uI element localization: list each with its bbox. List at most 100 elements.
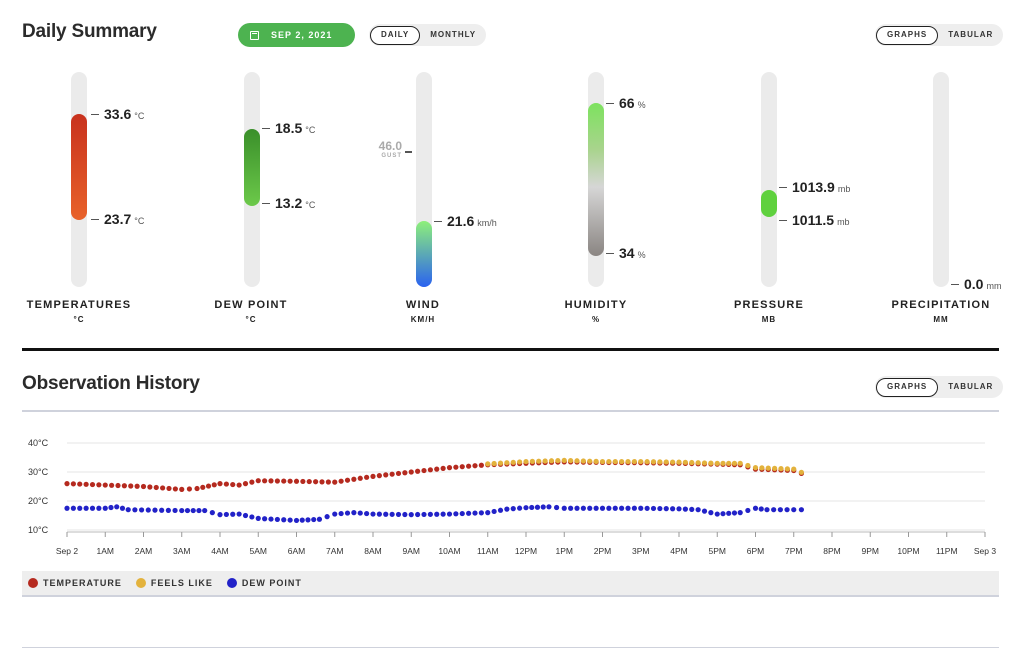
dew-point-point	[255, 515, 261, 522]
wind-gust: 46.0 GUST	[378, 139, 402, 159]
temperature-point	[293, 478, 300, 484]
temperature-point	[179, 486, 185, 492]
x-tick-label: 3PM	[632, 546, 649, 556]
dew-point-point	[771, 507, 777, 513]
legend-dew-point[interactable]: DEW POINT	[226, 578, 302, 588]
pressure-label: PRESSURE	[733, 299, 805, 311]
feels-like-point	[504, 460, 510, 466]
temperature-high: 33.6 °C	[91, 106, 144, 122]
temperature-label: TEMPERATURES	[26, 299, 132, 311]
dew-point-point	[293, 517, 300, 524]
chart-legend: TEMPERATURE FEELS LIKE DEW POINT	[22, 571, 999, 595]
dew-point-point	[316, 516, 323, 522]
feels-like-point	[631, 458, 637, 465]
humidity-high: 66%	[606, 95, 646, 111]
pressure-low: 1011.5 mb	[779, 212, 850, 228]
dew-point-point	[758, 506, 764, 512]
dew-point-point	[202, 507, 208, 514]
dew-point-point	[364, 510, 370, 517]
summary-view-toggle: GRAPHS TABULAR	[875, 24, 1004, 46]
dew-point-point	[196, 507, 202, 514]
history-tabular-tab[interactable]: TABULAR	[948, 382, 994, 391]
x-tick-label: 3AM	[173, 546, 190, 556]
feels-like-point	[731, 460, 738, 466]
temperature-point	[287, 478, 293, 484]
dew-point-point	[77, 505, 83, 511]
dew-point-gauge	[244, 72, 260, 287]
feels-like-point	[737, 460, 743, 466]
dew-point-point	[332, 511, 338, 517]
dew-point-point	[299, 517, 305, 523]
temperature-point	[434, 466, 440, 472]
feels-like-point	[682, 459, 688, 465]
dew-point-low: 13.2 °C	[262, 195, 315, 211]
dew-point-point	[351, 509, 357, 516]
feels-like-point	[561, 457, 567, 463]
feels-like-point	[625, 458, 631, 465]
dew-point-point	[138, 507, 145, 513]
dew-point-point	[64, 505, 70, 511]
feels-like-point	[701, 460, 708, 466]
temperature-point	[274, 478, 280, 484]
temperature-point	[89, 481, 96, 488]
temperature-point	[306, 478, 312, 485]
dew-point-point	[274, 516, 280, 523]
dew-point-point	[777, 507, 783, 513]
temperature-point	[200, 484, 206, 490]
dew-point-point	[784, 507, 790, 513]
temperature-point	[408, 469, 414, 475]
temperature-low: 23.7 °C	[91, 211, 144, 227]
x-tick-label: 4PM	[670, 546, 687, 556]
feels-like-point	[695, 460, 701, 466]
dew-point-point	[644, 505, 650, 511]
dew-point-point	[619, 505, 625, 511]
feels-like-point	[745, 462, 751, 469]
feels-like-point	[638, 458, 644, 465]
legend-temperature[interactable]: TEMPERATURE	[28, 578, 122, 588]
feels-like-point	[657, 459, 663, 465]
legend-feels-like[interactable]: FEELS LIKE	[135, 578, 213, 588]
date-picker-button[interactable]: SEP 2, 2021	[238, 23, 355, 47]
dew-point-point	[731, 510, 738, 516]
temperature-point	[472, 463, 478, 469]
x-tick-label: 1AM	[97, 546, 114, 556]
section-divider	[22, 348, 999, 351]
dew-point-point	[152, 507, 158, 513]
temperature-point	[223, 481, 229, 487]
temperature-point	[459, 464, 465, 470]
feels-like-point	[491, 460, 497, 467]
dew-point-point	[132, 507, 138, 513]
dew-point-point	[657, 505, 663, 512]
dew-point-point	[324, 514, 330, 520]
summary-graphs-tab[interactable]: GRAPHS	[876, 25, 939, 45]
feels-like-point	[689, 459, 695, 466]
toggle-daily[interactable]: DAILY	[370, 25, 421, 45]
precipitation-value: 0.0 mm	[951, 276, 1001, 292]
history-graphs-tab[interactable]: GRAPHS	[876, 377, 939, 397]
temperature-point	[160, 485, 166, 491]
x-tick-label: 8PM	[823, 546, 840, 556]
temperature-point	[205, 483, 212, 489]
feels-like-point	[772, 465, 778, 471]
x-tick-label: 6AM	[288, 546, 305, 556]
temperature-point	[249, 479, 255, 485]
dew-point-point	[402, 511, 408, 518]
feels-like-point	[784, 466, 790, 472]
temperature-point	[415, 468, 421, 474]
x-tick-label: 6PM	[747, 546, 764, 556]
temperature-point	[77, 481, 83, 487]
dew-point-point	[676, 506, 682, 512]
temperature-point	[344, 477, 351, 483]
temperature-point	[389, 471, 395, 477]
dew-point-point	[190, 507, 196, 514]
x-tick-label: 11PM	[936, 546, 958, 556]
legend-dew-point-dot	[226, 578, 237, 588]
summary-tabular-tab[interactable]: TABULAR	[948, 30, 994, 39]
x-tick-label: 12PM	[515, 546, 537, 556]
toggle-monthly[interactable]: MONTHLY	[430, 30, 477, 39]
dew-point-point	[434, 511, 440, 517]
dew-point-point	[159, 507, 165, 513]
humidity-low: 34%	[606, 245, 646, 261]
dew-point-point	[172, 507, 178, 514]
x-tick-label: 5AM	[250, 546, 267, 556]
